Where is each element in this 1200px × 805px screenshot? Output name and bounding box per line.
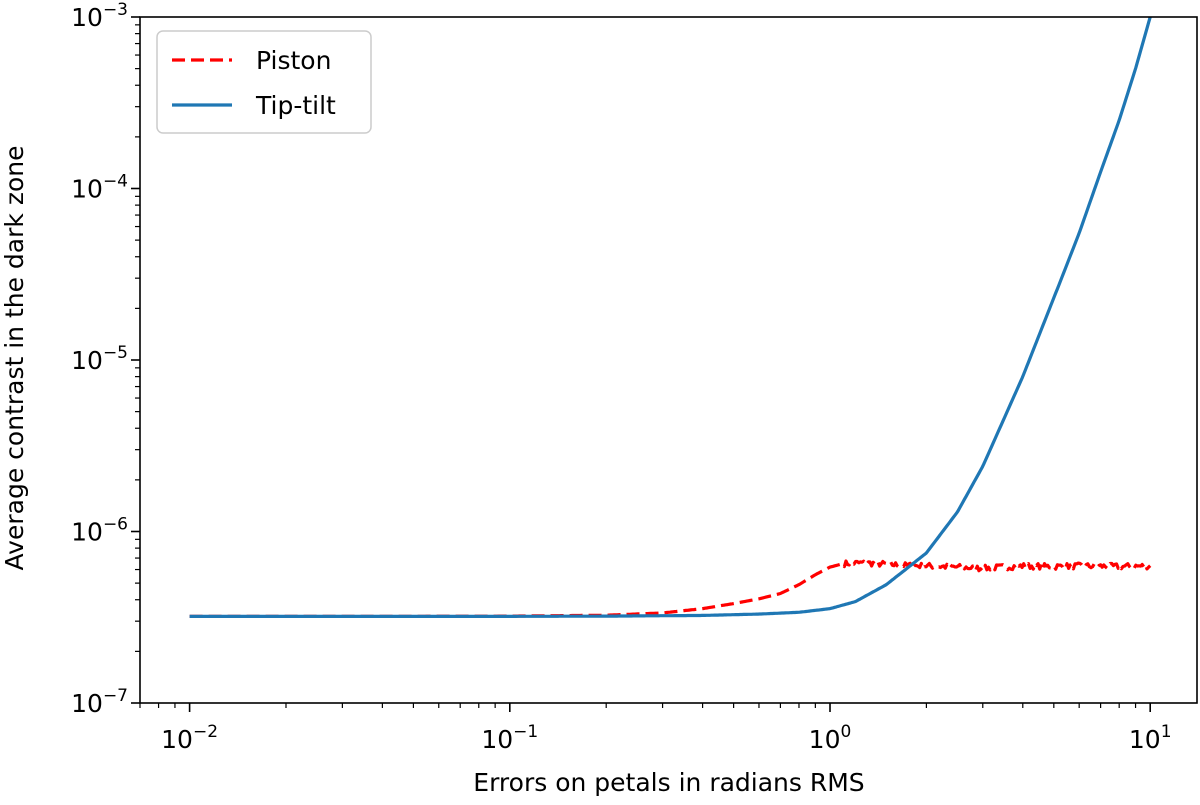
y-tick-label: 10−7 [71, 686, 128, 718]
x-axis-label: Errors on petals in radians RMS [473, 768, 864, 797]
y-tick-label: 10−4 [71, 172, 128, 204]
plot-lines [189, 16, 1152, 619]
x-tick-label: 100 [809, 722, 852, 754]
y-axis-label: Average contrast in the dark zone [0, 146, 29, 571]
series-tip-tilt-line [189, 16, 1152, 619]
y-tick-label: 10−3 [71, 0, 128, 32]
x-tick-label: 10−1 [481, 722, 538, 754]
x-tick-label: 10−2 [161, 722, 218, 754]
x-tick-label: 101 [1129, 722, 1172, 754]
y-tick-label: 10−6 [71, 515, 128, 547]
legend: Piston Tip-tilt [156, 30, 372, 134]
y-tick-label: 10−5 [71, 343, 128, 375]
legend-label-tip-tilt: Tip-tilt [255, 91, 336, 120]
series-piston-line [189, 559, 1152, 619]
legend-box [156, 30, 372, 134]
legend-label-piston: Piston [256, 46, 331, 75]
